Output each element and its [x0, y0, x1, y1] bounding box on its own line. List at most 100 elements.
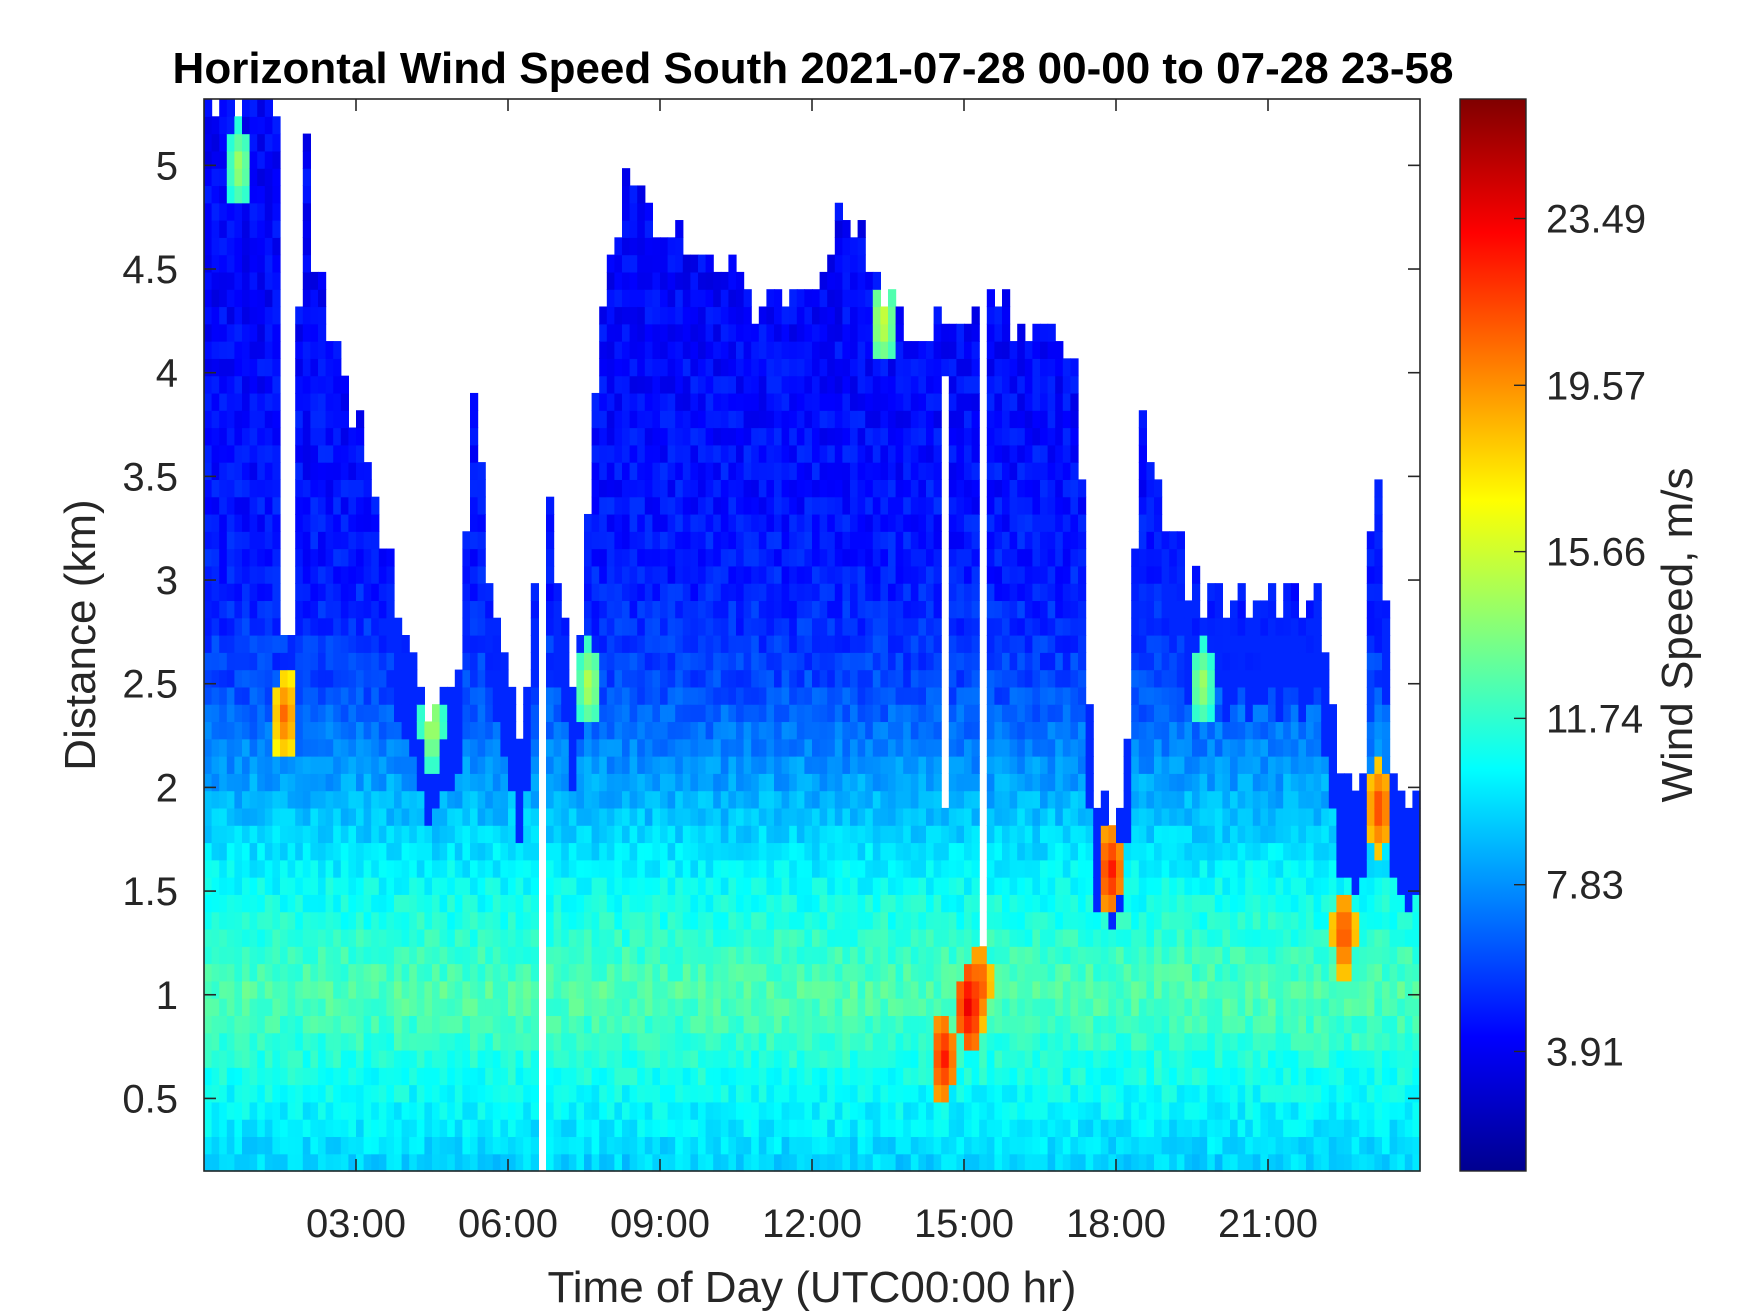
heatmap-cell: [660, 323, 669, 342]
heatmap-cell: [546, 617, 555, 636]
heatmap-cell: [971, 998, 980, 1016]
heatmap-cell: [356, 1153, 365, 1172]
heatmap-cell: [606, 375, 615, 394]
heatmap-cell: [872, 513, 881, 532]
heatmap-cell: [204, 220, 213, 238]
heatmap-cell: [644, 583, 653, 602]
heatmap-cell: [857, 306, 866, 325]
heatmap-cell: [804, 358, 813, 377]
heatmap-cell: [234, 721, 243, 740]
heatmap-cell: [690, 1032, 699, 1051]
heatmap-cell: [500, 790, 509, 809]
heatmap-cell: [356, 1136, 365, 1155]
heatmap-cell: [660, 617, 669, 636]
heatmap-cell: [644, 704, 653, 723]
heatmap-cell: [796, 479, 805, 498]
heatmap-cell: [789, 289, 798, 308]
heatmap-cell: [386, 894, 395, 913]
heatmap-cell: [439, 1032, 448, 1051]
heatmap-cell: [606, 721, 615, 740]
heatmap-cell: [416, 928, 425, 947]
heatmap-cell: [941, 1015, 950, 1034]
heatmap-cell: [850, 721, 859, 740]
heatmap-cell: [340, 479, 349, 498]
heatmap-cell: [242, 133, 251, 152]
heatmap-cell: [204, 392, 213, 411]
heatmap-cell: [470, 1049, 479, 1068]
heatmap-cell: [652, 600, 661, 619]
heatmap-cell: [310, 894, 319, 913]
heatmap-cell: [447, 721, 456, 740]
heatmap-cell: [219, 202, 228, 221]
heatmap-cell: [728, 306, 737, 325]
heatmap-cell: [591, 600, 600, 619]
heatmap-cell: [318, 704, 327, 723]
heatmap-cell: [264, 998, 273, 1016]
heatmap-cell: [956, 911, 965, 930]
heatmap-cell: [249, 980, 258, 999]
heatmap-cell: [310, 1015, 319, 1034]
heatmap-cell: [219, 894, 228, 913]
heatmap-cell: [356, 686, 365, 705]
heatmap-cell: [295, 807, 304, 826]
heatmap-cell: [606, 496, 615, 515]
heatmap-cell: [994, 565, 1003, 584]
heatmap-cell: [910, 911, 919, 930]
heatmap-cell: [705, 652, 714, 671]
heatmap-cell: [257, 548, 266, 567]
heatmap-cell: [302, 289, 311, 308]
heatmap-cell: [865, 583, 874, 602]
heatmap-cell: [948, 894, 957, 913]
heatmap-cell: [204, 185, 213, 204]
heatmap-cell: [234, 652, 243, 671]
heatmap-cell: [637, 1067, 646, 1086]
heatmap-cell: [257, 341, 266, 359]
heatmap-cell: [804, 410, 813, 429]
heatmap-cell: [386, 1136, 395, 1155]
heatmap-cell: [257, 462, 266, 480]
heatmap-cell: [348, 479, 357, 498]
heatmap-cell: [424, 1084, 433, 1103]
heatmap-cell: [242, 894, 251, 913]
heatmap-cell: [660, 600, 669, 619]
heatmap-cell: [948, 1136, 957, 1155]
heatmap-cell: [644, 842, 653, 861]
heatmap-cell: [264, 583, 273, 602]
heatmap-cell: [812, 479, 821, 498]
heatmap-cell: [318, 1032, 327, 1051]
heatmap-cell: [386, 738, 395, 757]
heatmap-cell: [903, 531, 912, 550]
heatmap-cell: [675, 583, 684, 602]
heatmap-cell: [888, 1032, 897, 1051]
heatmap-cell: [888, 773, 897, 792]
heatmap-cell: [249, 341, 258, 359]
heatmap-cell: [477, 1084, 486, 1103]
heatmap-cell: [660, 1015, 669, 1034]
heatmap-cell: [310, 686, 319, 705]
heatmap-cell: [941, 842, 950, 861]
heatmap-cell: [743, 998, 752, 1016]
heatmap-cell: [272, 998, 281, 1016]
heatmap-cell: [827, 410, 836, 429]
heatmap-cell: [249, 150, 258, 169]
heatmap-cell: [918, 531, 927, 550]
heatmap-cell: [713, 1049, 722, 1068]
heatmap-cell: [842, 652, 851, 671]
heatmap-cell: [401, 928, 410, 947]
heatmap-cell: [454, 721, 463, 740]
heatmap-cell: [895, 1136, 904, 1155]
heatmap-cell: [211, 756, 220, 774]
heatmap-cell: [287, 773, 296, 792]
heatmap-cell: [257, 825, 266, 844]
heatmap-cell: [682, 375, 691, 394]
heatmap-cell: [1009, 375, 1018, 394]
heatmap-cell: [705, 462, 714, 480]
heatmap-cell: [872, 686, 881, 705]
heatmap-cell: [667, 1032, 676, 1051]
heatmap-cell: [888, 306, 897, 325]
heatmap-cell: [629, 842, 638, 861]
heatmap-cell: [462, 617, 471, 636]
heatmap-cell: [758, 323, 767, 342]
heatmap-cell: [295, 1049, 304, 1068]
heatmap-cell: [994, 410, 1003, 429]
